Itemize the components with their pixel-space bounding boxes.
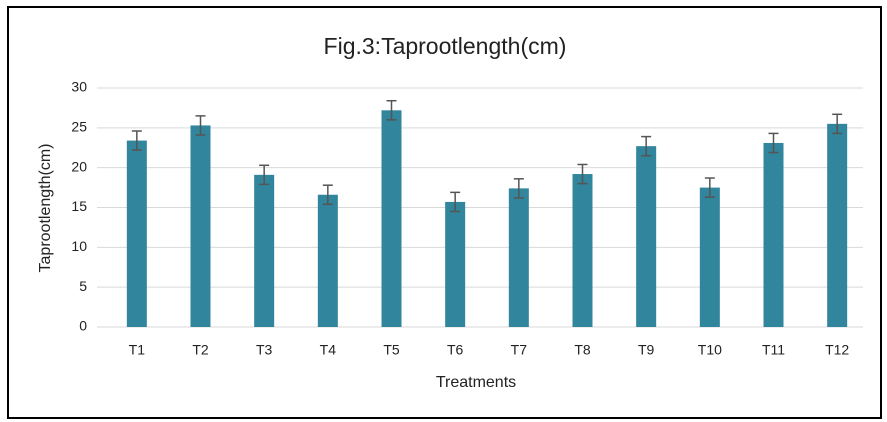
y-tick-label: 20: [71, 158, 87, 174]
x-tick-label: T10: [698, 342, 722, 358]
x-tick-label: T5: [383, 342, 400, 358]
x-tick-label: T1: [129, 342, 146, 358]
y-tick-label: 0: [79, 318, 87, 334]
error-bar: [832, 113, 843, 135]
bar: [636, 146, 657, 327]
error-bar: [577, 163, 588, 185]
error-bar: [641, 135, 652, 157]
error-bar: [131, 130, 142, 151]
bar: [190, 125, 211, 328]
x-tick-label: T3: [256, 342, 273, 358]
bar: [381, 110, 402, 327]
bar: [445, 201, 466, 327]
bar: [126, 140, 147, 327]
y-axis-label: Taprootlength(cm): [37, 144, 54, 273]
frame: [7, 6, 882, 419]
error-bar: [513, 178, 524, 199]
x-tick-label: T2: [192, 342, 209, 358]
x-tick-label: T12: [825, 342, 849, 358]
x-tick-label: T11: [762, 342, 785, 358]
y-tick-label: 10: [71, 238, 87, 254]
x-tick-label: T8: [574, 342, 591, 358]
x-axis-label: Treatments: [436, 374, 516, 391]
error-bar: [386, 99, 397, 121]
bar: [572, 174, 593, 327]
x-tick-label: T9: [638, 342, 655, 358]
bar: [827, 123, 848, 327]
bar: [699, 187, 720, 327]
error-bar: [450, 191, 461, 213]
error-bar: [768, 132, 779, 154]
y-tick-label: 30: [71, 79, 87, 95]
bar: [317, 194, 338, 327]
error-bar: [704, 177, 715, 198]
x-tick-label: T6: [447, 342, 464, 358]
bar: [763, 142, 784, 327]
error-bar: [259, 164, 270, 186]
y-tick-label: 5: [79, 278, 87, 294]
error-bar: [322, 184, 333, 206]
x-tick-label: T7: [511, 342, 528, 358]
y-tick-label: 25: [71, 119, 87, 135]
bar: [508, 188, 529, 327]
x-tick-label: T4: [320, 342, 337, 358]
error-bar: [195, 115, 206, 136]
chart-title: Fig.3:Taprootlength(cm): [324, 33, 567, 59]
y-tick-label: 15: [71, 198, 87, 214]
bar: [254, 174, 275, 327]
